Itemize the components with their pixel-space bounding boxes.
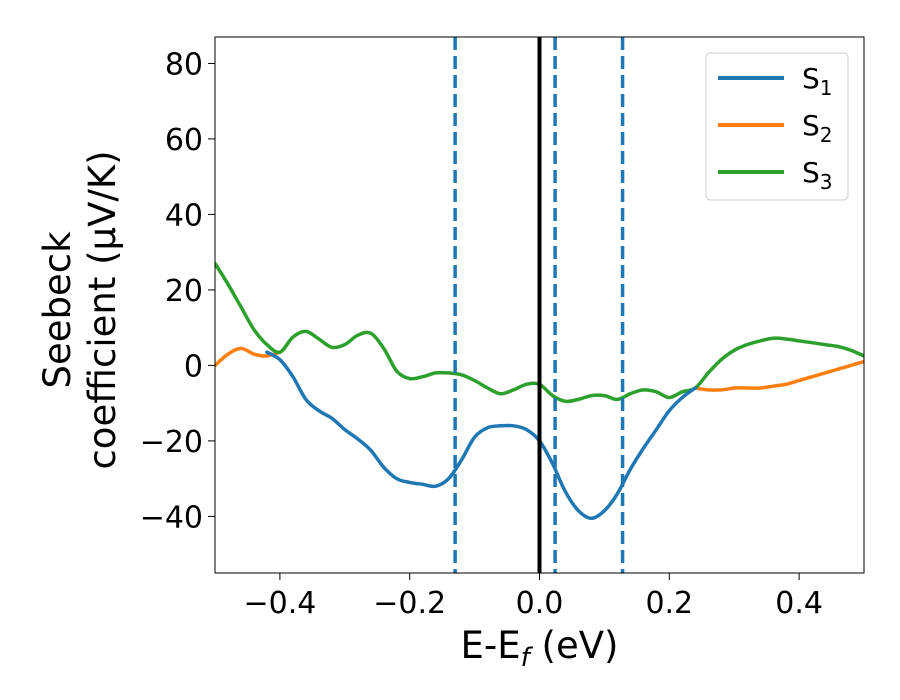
legend: S1 S2 S3 — [705, 52, 849, 201]
y-tick-label: 40 — [165, 198, 203, 233]
x-tick-label: 0.2 — [645, 586, 693, 621]
series-line-s2 — [215, 346, 282, 368]
vertical-lines-layer — [453, 37, 625, 573]
y-tick-label: 0 — [184, 349, 203, 384]
legend-label-s2: S2 — [802, 109, 833, 147]
x-axis-label: E-Ef (eV) — [461, 624, 619, 673]
y-tick-label: 80 — [165, 47, 203, 82]
y-tick-label: 20 — [165, 274, 203, 309]
series-line-s1 — [265, 350, 698, 521]
x-tick-label: −0.2 — [373, 586, 446, 621]
ticks-layer: −0.4 −0.2 0.0 0.2 0.4 −40 −20 0 20 40 60 80 — [140, 47, 823, 621]
legend-label-s1: S1 — [802, 62, 833, 100]
legend-label-s3: S3 — [802, 156, 833, 194]
x-tick-label: 0.4 — [775, 586, 823, 621]
series-line-s2-part2 — [693, 359, 864, 392]
y-axis-label: Seebeckcoefficient (μV/K) — [36, 150, 124, 469]
y-tick-label: −20 — [140, 425, 203, 460]
x-tick-label: −0.4 — [243, 586, 316, 621]
y-tick-label: 60 — [165, 123, 203, 158]
x-tick-label: 0.0 — [516, 586, 564, 621]
y-tick-label: −40 — [140, 500, 203, 535]
